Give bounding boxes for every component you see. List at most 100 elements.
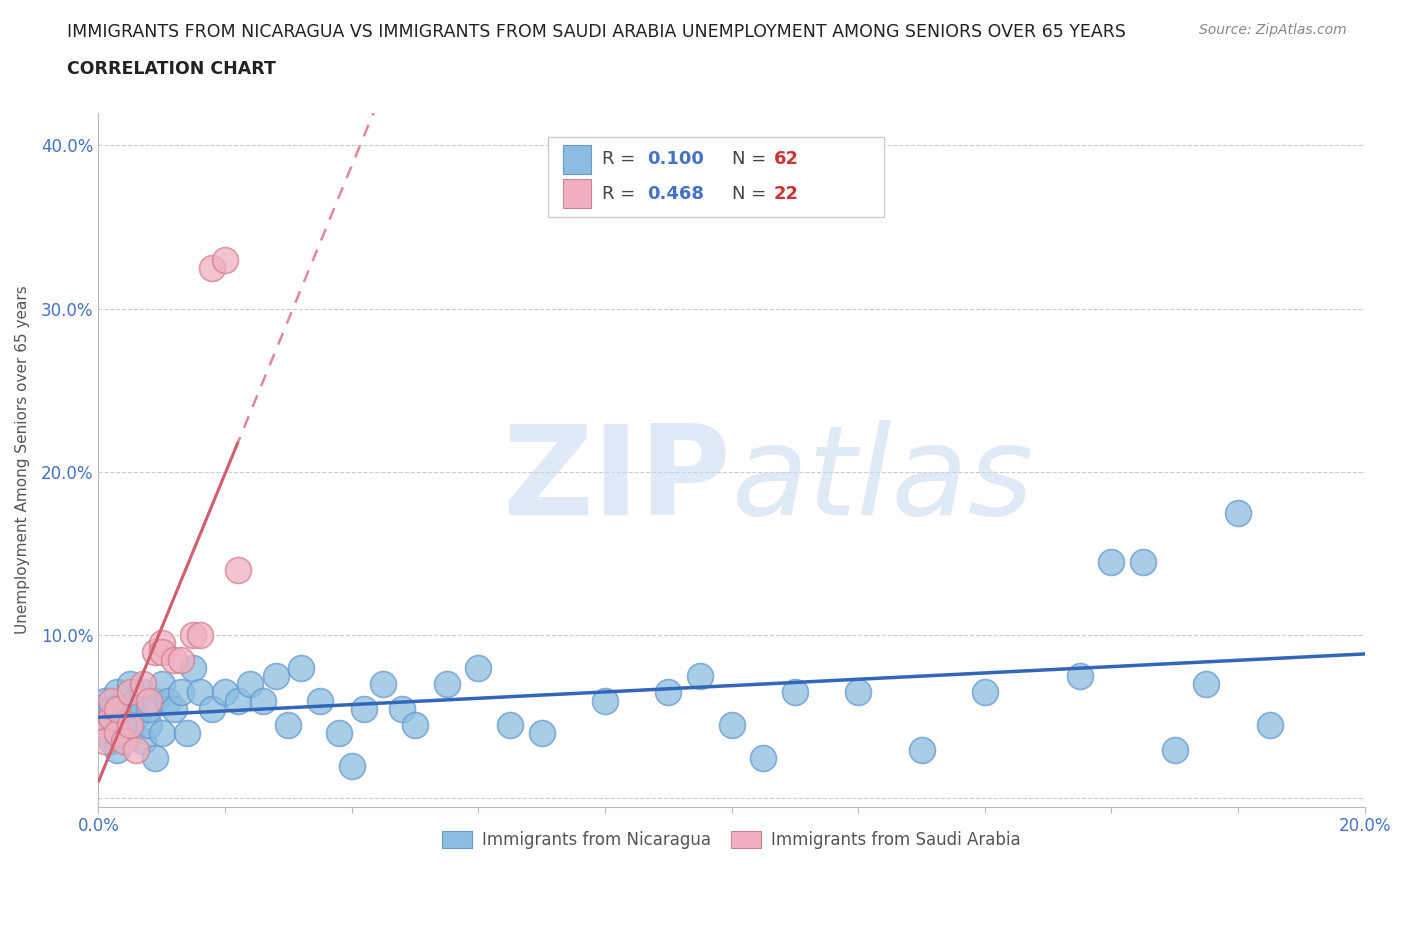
Point [201,260,224,275]
Point [226,693,249,708]
Point [353,701,375,716]
Point [132,684,155,699]
Point [120,718,142,733]
Point [150,644,173,659]
Point [373,677,395,692]
Point [132,677,155,692]
Point [100,710,122,724]
Text: N =: N = [731,150,772,168]
Point [112,701,135,716]
Point [201,701,224,716]
FancyBboxPatch shape [548,137,883,217]
Point [107,742,129,757]
Point [107,725,129,740]
Point [752,751,775,765]
Point [120,684,142,699]
Point [163,701,186,716]
Point [183,660,205,675]
Point [112,734,135,749]
Point [214,252,236,267]
Point [910,742,932,757]
Point [150,725,173,740]
Text: 0.100: 0.100 [647,150,703,168]
Point [120,725,142,740]
Point [145,644,167,659]
Point [226,563,249,578]
Point [138,718,160,733]
Point [530,725,553,740]
Point [132,734,155,749]
Text: atlas: atlas [731,420,1033,541]
Point [1164,742,1187,757]
Point [150,677,173,692]
Text: Source: ZipAtlas.com: Source: ZipAtlas.com [1199,23,1347,37]
Point [125,710,148,724]
Point [100,693,122,708]
Point [120,677,142,692]
Point [94,693,117,708]
Text: CORRELATION CHART: CORRELATION CHART [67,60,277,78]
Point [157,693,180,708]
Point [1101,554,1123,569]
Point [176,725,198,740]
Point [973,684,995,699]
Point [290,660,312,675]
Point [264,669,287,684]
Point [689,669,711,684]
Point [145,693,167,708]
Point [783,684,806,699]
Point [94,725,117,740]
Point [436,677,458,692]
Point [1195,677,1218,692]
Point [188,628,211,643]
Point [328,725,350,740]
Text: IMMIGRANTS FROM NICARAGUA VS IMMIGRANTS FROM SAUDI ARABIA UNEMPLOYMENT AMONG SEN: IMMIGRANTS FROM NICARAGUA VS IMMIGRANTS … [67,23,1126,41]
Text: 0.468: 0.468 [647,185,704,203]
Point [170,684,193,699]
Point [593,693,616,708]
Point [94,734,117,749]
Point [1227,505,1250,520]
Point [499,718,522,733]
Point [138,693,160,708]
Point [720,718,742,733]
Point [125,693,148,708]
Point [112,718,135,733]
Point [340,758,363,773]
Point [163,652,186,667]
Y-axis label: Unemployment Among Seniors over 65 years: Unemployment Among Seniors over 65 years [15,286,30,634]
Point [252,693,274,708]
Bar [564,144,591,174]
Point [277,718,299,733]
Point [309,693,332,708]
Legend: Immigrants from Nicaragua, Immigrants from Saudi Arabia: Immigrants from Nicaragua, Immigrants fr… [434,822,1029,857]
Point [145,751,167,765]
Point [100,701,122,716]
Point [170,652,193,667]
Point [138,701,160,716]
Point [657,684,679,699]
Point [183,628,205,643]
Point [107,701,129,716]
Text: ZIP: ZIP [503,420,731,541]
Point [846,684,869,699]
Point [214,684,236,699]
Point [100,734,122,749]
Text: 22: 22 [773,185,799,203]
Point [1132,554,1154,569]
Point [239,677,262,692]
Point [107,684,129,699]
Point [188,684,211,699]
Text: N =: N = [731,185,772,203]
Point [391,701,413,716]
Text: 62: 62 [773,150,799,168]
Point [404,718,426,733]
Point [125,742,148,757]
Text: R =: R = [602,185,641,203]
Text: R =: R = [602,150,641,168]
Point [87,710,110,724]
Point [1258,718,1281,733]
Point [467,660,489,675]
Bar [564,179,591,208]
Point [87,718,110,733]
